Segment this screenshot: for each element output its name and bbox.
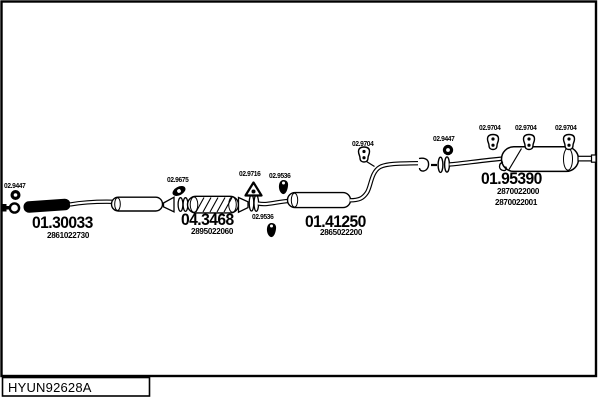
front-resonator [110,196,164,212]
catalytic-converter [186,195,249,214]
inlet-cone [162,196,175,213]
fitting-label-front-gasket[interactable]: 02.9447 [4,180,26,190]
rubber-mount-icon [357,146,371,163]
oval-gasket-icon [172,186,186,196]
part-code-catalytic-converter[interactable]: 04.3468 [181,210,234,229]
fitting-label-triangle-gasket[interactable]: 02.9716 [239,169,261,178]
part-number-rear-muffler-2: 2870022001 [495,196,538,207]
rear-flange-joint [431,156,451,174]
fitting-label-mount-rear-mid[interactable]: 02.9704 [515,123,537,132]
cat-outlet-flange [248,194,260,212]
part-number-front-pipe: 2861022730 [47,230,90,240]
drawing-frame [0,0,598,378]
fitting-label-hanger-lower[interactable]: 02.9536 [252,211,274,221]
rubber-mount-icon [522,133,536,151]
ring-gasket-icon [442,144,454,156]
rubber-hanger-icon [278,180,289,195]
part-code-middle-muffler[interactable]: 01.41250 [305,212,366,231]
fitting-label-hanger-upper[interactable]: 02.9536 [269,170,291,180]
fitting-label-rear-gasket[interactable]: 02.9447 [433,134,455,143]
drawing-code-label: HYUN92628A [8,380,92,395]
tailpipe [577,154,597,163]
ring-gasket-icon [10,190,21,200]
rubber-mount-icon [562,133,576,151]
front-flange [2,202,21,214]
rubber-mount-icon [486,133,500,151]
part-code-front-pipe[interactable]: 01.30033 [32,213,93,232]
part-number-catalytic-converter: 2895022060 [191,225,234,236]
s-bend-pipe [349,157,430,203]
fitting-label-resonator-gasket[interactable]: 02.9675 [167,175,189,184]
part-number-rear-muffler-1: 2870022000 [497,185,540,196]
tail-inlet-pipe [449,156,505,167]
triangle-gasket-icon [244,181,263,197]
part-number-middle-muffler: 2865022200 [320,226,363,237]
front-pipe [69,199,114,207]
fitting-label-mount-rear-tail[interactable]: 02.9704 [555,123,577,132]
title-block-box [1,376,151,397]
middle-muffler [286,191,352,209]
fitting-label-mount-rear-front[interactable]: 02.9704 [479,123,501,132]
flex-pipe [23,198,71,213]
leader-line [366,160,375,168]
fitting-label-mount-mid[interactable]: 02.9704 [352,139,374,148]
part-code-rear-muffler[interactable]: 01.95390 [481,169,542,188]
rear-muffler [498,146,580,173]
rubber-hanger-icon [266,223,277,238]
